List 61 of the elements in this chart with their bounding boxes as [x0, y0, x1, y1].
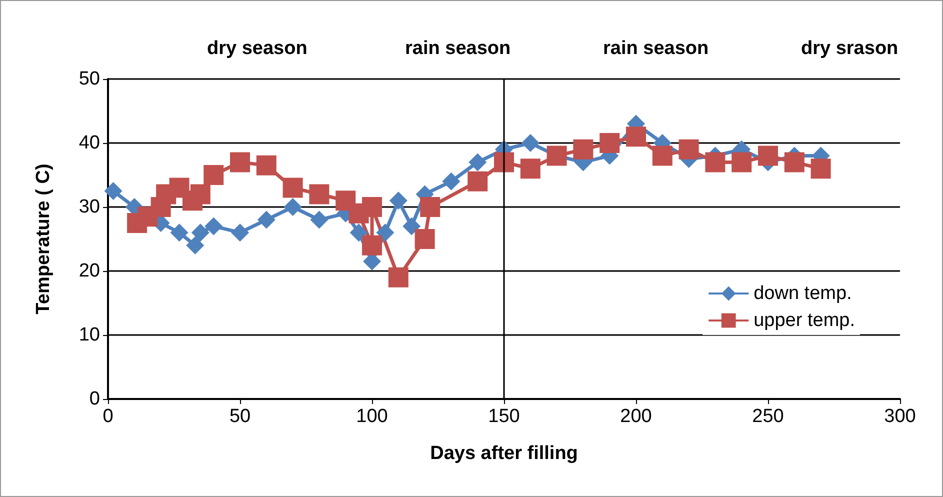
- point: [231, 224, 249, 242]
- x-tick-label: 50: [229, 406, 251, 427]
- x-tick-label: 250: [752, 406, 784, 427]
- point: [732, 152, 752, 172]
- point: [758, 146, 778, 166]
- point: [362, 197, 382, 217]
- x-tick-label: 150: [488, 406, 520, 427]
- y-tick-label: 20: [78, 260, 100, 282]
- point: [389, 192, 408, 210]
- point: [520, 158, 540, 179]
- point: [256, 155, 276, 176]
- point: [191, 224, 210, 242]
- x-tick-label: 200: [620, 406, 652, 427]
- y-tick-label: 30: [78, 196, 100, 218]
- point: [309, 184, 330, 204]
- point: [402, 217, 421, 236]
- point: [362, 235, 382, 256]
- x-tick-label: 0: [102, 406, 114, 427]
- point: [284, 198, 302, 216]
- point: [104, 182, 122, 200]
- point: [350, 224, 368, 242]
- y-tick-label: 0: [89, 388, 100, 410]
- point: [652, 146, 672, 166]
- point: [468, 171, 488, 192]
- y-tick-label: 50: [78, 68, 100, 90]
- text: rain season: [603, 38, 709, 59]
- point: [420, 197, 440, 217]
- point: [705, 152, 726, 172]
- point: [388, 267, 408, 288]
- point: [442, 172, 460, 190]
- point: [204, 165, 224, 185]
- legend-label: upper temp.: [754, 310, 856, 331]
- point: [573, 139, 594, 160]
- point: [626, 126, 646, 147]
- legend-label: down temp.: [754, 283, 852, 304]
- x-axis-title: Days after filling: [430, 443, 578, 464]
- point: [494, 152, 514, 172]
- point: [230, 152, 250, 172]
- x-tick-label: 300: [884, 406, 916, 427]
- point: [414, 229, 435, 249]
- text: rain season: [405, 38, 511, 59]
- point: [784, 152, 804, 172]
- y-tick-label: 10: [78, 324, 100, 346]
- x-tick-label: 100: [356, 406, 388, 427]
- point: [310, 210, 328, 229]
- text: dry season: [207, 38, 308, 59]
- y-tick-label: 40: [78, 132, 100, 154]
- point: [678, 139, 699, 160]
- y-axis-title: Temperature ( C): [33, 164, 54, 314]
- point: [600, 133, 620, 153]
- point: [190, 184, 210, 204]
- point: [468, 153, 487, 172]
- point: [376, 224, 394, 242]
- point: [257, 210, 276, 229]
- point: [282, 178, 303, 198]
- point: [810, 158, 831, 179]
- point: [170, 224, 188, 242]
- text: dry srason: [801, 38, 898, 59]
- point: [186, 236, 204, 254]
- point: [204, 217, 223, 236]
- point: [521, 134, 540, 152]
